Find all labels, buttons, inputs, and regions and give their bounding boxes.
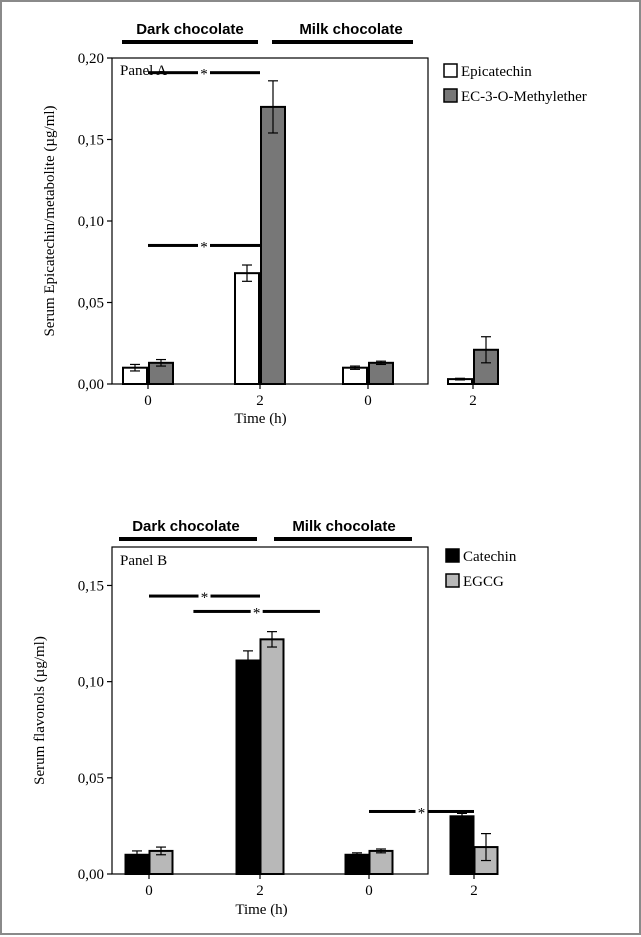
panel-a-y-tick-label: 0,05 bbox=[78, 296, 104, 312]
panel-b-significance-line bbox=[369, 809, 416, 813]
panel-b-y-tick-label: 0,05 bbox=[78, 771, 104, 787]
panel-a-significance-line bbox=[210, 243, 260, 247]
panel-a-legend-swatch bbox=[443, 63, 458, 78]
panel-a-bar-series2 bbox=[260, 105, 286, 386]
panel-b-group-label: Dark chocolate bbox=[132, 518, 240, 535]
panel-b-bar-series1 bbox=[344, 853, 370, 876]
panel-a-x-tick-label: 0 bbox=[144, 393, 152, 409]
panel-b-significance-star: * bbox=[253, 605, 261, 621]
panel-a-y-tick-label: 0,10 bbox=[78, 214, 104, 230]
panel-a-significance-star: * bbox=[200, 239, 208, 255]
panel-b-significance-star: * bbox=[418, 805, 426, 821]
panel-b-x-tick-label: 0 bbox=[145, 883, 153, 899]
panel-b-y-tick-label: 0,10 bbox=[78, 675, 104, 691]
panel-a-y-tick-label: 0,20 bbox=[78, 51, 104, 67]
panel-a-x-axis-label: Time (h) bbox=[234, 411, 286, 427]
panel-a-legend-label: EC-3-O-Methylether bbox=[461, 89, 587, 105]
panel-b-significance-line bbox=[262, 609, 320, 613]
panel-a-significance-line bbox=[148, 71, 198, 75]
panel-a-group-bar bbox=[272, 40, 413, 44]
panel-b-y-tick-label: 0,15 bbox=[78, 578, 104, 594]
panel-a-panel-label: Panel A bbox=[120, 63, 167, 79]
panel-a-significance-line bbox=[148, 243, 198, 247]
panel-b-significance-line bbox=[210, 594, 260, 598]
panel-b-x-axis-label: Time (h) bbox=[235, 902, 287, 918]
panel-a-x-tick-label: 0 bbox=[364, 393, 372, 409]
panel-a-y-tick-label: 0,15 bbox=[78, 133, 104, 149]
panel-a-legend-label: Epicatechin bbox=[461, 64, 532, 80]
panel-b-y-tick-label: 0,00 bbox=[78, 867, 104, 883]
panel-b-bar-series2 bbox=[368, 849, 394, 876]
panel-b-bar-series1 bbox=[235, 659, 261, 875]
panel-b-x-tick-label: 2 bbox=[470, 883, 478, 899]
panel-b-x-tick-label: 2 bbox=[256, 883, 264, 899]
panel-a-bar-series1 bbox=[342, 366, 368, 386]
panel-b-significance-line bbox=[193, 609, 251, 613]
panel-b-significance-line bbox=[149, 594, 199, 598]
panel-a-x-tick-label: 2 bbox=[256, 393, 264, 409]
panel-b-panel-label: Panel B bbox=[120, 553, 167, 569]
panel-a-y-axis-label: Serum Epicatechin/metabolite (µg/ml) bbox=[42, 105, 58, 336]
panel-b-legend-swatch bbox=[445, 548, 460, 563]
panel-b-legend-swatch bbox=[445, 573, 460, 588]
panel-b-group-label: Milk chocolate bbox=[292, 518, 395, 535]
panel-a-significance-star: * bbox=[200, 67, 208, 83]
panel-a-x-tick-label: 2 bbox=[469, 393, 477, 409]
panel-b-legend-label: EGCG bbox=[463, 574, 504, 590]
panel-b-group-bar bbox=[274, 537, 412, 541]
panel-b-significance-line bbox=[427, 809, 474, 813]
panel-a-legend-swatch bbox=[443, 88, 458, 103]
panel-b-bar-series1 bbox=[449, 815, 475, 876]
panel-a-significance-line bbox=[210, 71, 260, 75]
panel-a-bar-series2 bbox=[368, 361, 394, 385]
panel-b-x-tick-label: 0 bbox=[365, 883, 373, 899]
panel-a-bar-series1 bbox=[234, 272, 260, 385]
panel-a-group-bar bbox=[122, 40, 258, 44]
panel-a-group-label: Dark chocolate bbox=[136, 21, 244, 38]
panel-b-significance-star: * bbox=[201, 590, 209, 606]
panel-a-group-label: Milk chocolate bbox=[299, 21, 402, 38]
panel-b-y-axis-label: Serum flavonols (µg/ml) bbox=[32, 636, 48, 785]
panel-a-y-tick-label: 0,00 bbox=[78, 377, 104, 393]
panel-b-bar-series2 bbox=[259, 638, 285, 875]
panel-b-legend-label: Catechin bbox=[463, 549, 517, 565]
panel-b-group-bar bbox=[119, 537, 257, 541]
